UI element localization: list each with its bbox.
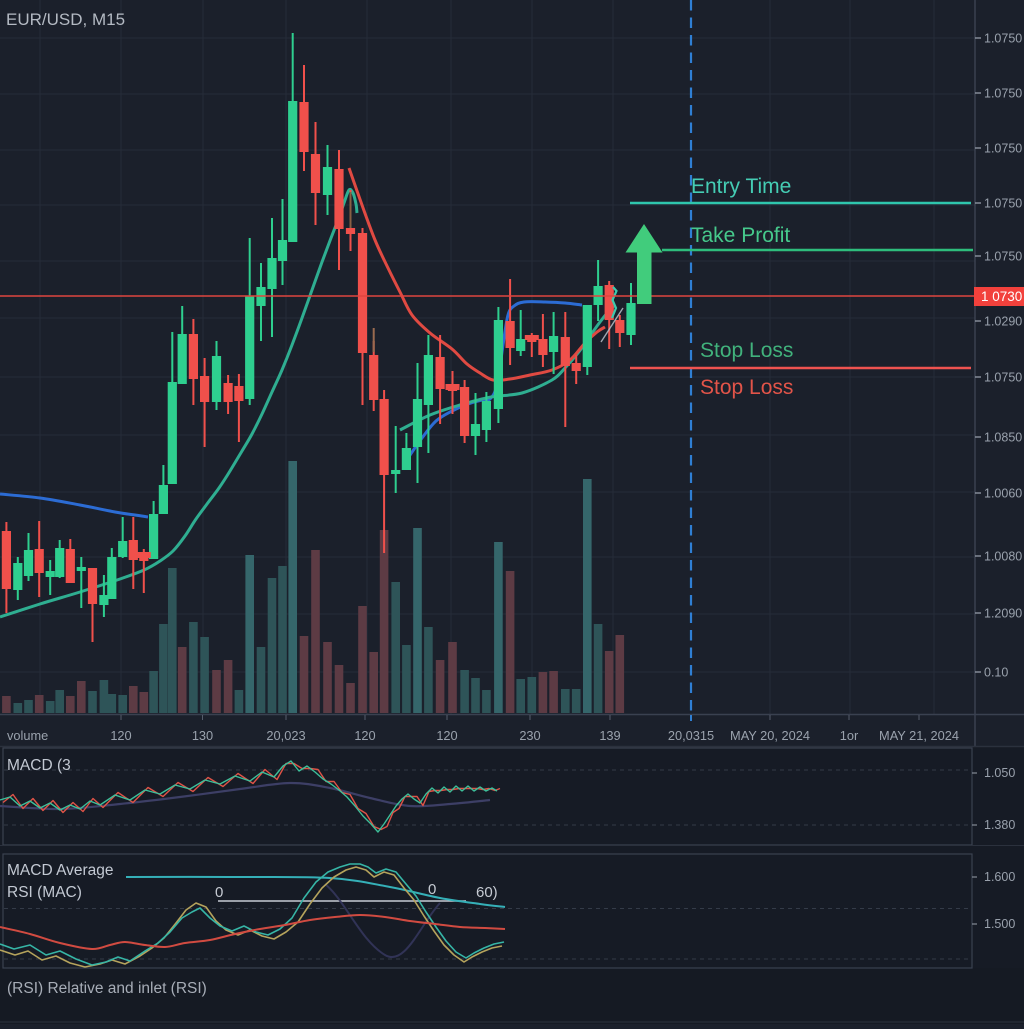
svg-text:1.2090: 1.2090 bbox=[984, 607, 1022, 621]
svg-text:120: 120 bbox=[354, 728, 375, 743]
svg-text:1.500: 1.500 bbox=[984, 917, 1015, 931]
svg-text:20,0315: 20,0315 bbox=[668, 728, 714, 743]
svg-text:EUR/USD, M15: EUR/USD, M15 bbox=[6, 10, 125, 29]
svg-text:Entry Time: Entry Time bbox=[691, 175, 791, 198]
svg-text:1.0750: 1.0750 bbox=[984, 142, 1022, 156]
svg-text:MAY 20, 2024: MAY 20, 2024 bbox=[730, 728, 810, 743]
svg-text:1.0290: 1.0290 bbox=[984, 315, 1022, 329]
svg-text:1or: 1or bbox=[840, 728, 859, 743]
svg-text:volume: volume bbox=[7, 728, 48, 743]
svg-text:139: 139 bbox=[599, 728, 620, 743]
svg-text:1.0750: 1.0750 bbox=[984, 197, 1022, 211]
svg-text:1.0750: 1.0750 bbox=[984, 32, 1022, 46]
svg-text:MACD (3: MACD (3 bbox=[7, 757, 71, 774]
svg-text:MAY 21, 2024: MAY 21, 2024 bbox=[879, 728, 959, 743]
svg-text:230: 230 bbox=[519, 728, 540, 743]
svg-text:1.0750: 1.0750 bbox=[984, 250, 1022, 264]
svg-text:0.10: 0.10 bbox=[984, 666, 1008, 680]
svg-text:0: 0 bbox=[428, 881, 436, 898]
svg-text:60): 60) bbox=[476, 884, 498, 901]
svg-text:RSI (MAC): RSI (MAC) bbox=[7, 884, 82, 901]
svg-text:1.600: 1.600 bbox=[984, 870, 1015, 884]
svg-text:(RSI) Relative and inlet (RSI): (RSI) Relative and inlet (RSI) bbox=[7, 980, 207, 997]
svg-text:0: 0 bbox=[215, 884, 223, 901]
svg-text:120: 120 bbox=[110, 728, 131, 743]
svg-text:20,023: 20,023 bbox=[266, 728, 305, 743]
svg-text:1.0750: 1.0750 bbox=[984, 87, 1022, 101]
svg-text:MACD Average: MACD Average bbox=[7, 862, 114, 879]
svg-text:120: 120 bbox=[436, 728, 457, 743]
svg-text:1.0060: 1.0060 bbox=[984, 487, 1022, 501]
svg-text:1.0080: 1.0080 bbox=[984, 550, 1022, 564]
svg-text:1.0750: 1.0750 bbox=[984, 371, 1022, 385]
svg-text:1.050: 1.050 bbox=[984, 766, 1015, 780]
svg-text:Stop Loss: Stop Loss bbox=[700, 376, 793, 399]
svg-text:Take Profit: Take Profit bbox=[691, 224, 790, 247]
svg-text:1.380: 1.380 bbox=[984, 818, 1015, 832]
svg-text:Stop Loss: Stop Loss bbox=[700, 339, 793, 362]
svg-text:1 0730: 1 0730 bbox=[981, 289, 1022, 304]
svg-text:130: 130 bbox=[192, 728, 213, 743]
svg-text:1.0850: 1.0850 bbox=[984, 431, 1022, 445]
